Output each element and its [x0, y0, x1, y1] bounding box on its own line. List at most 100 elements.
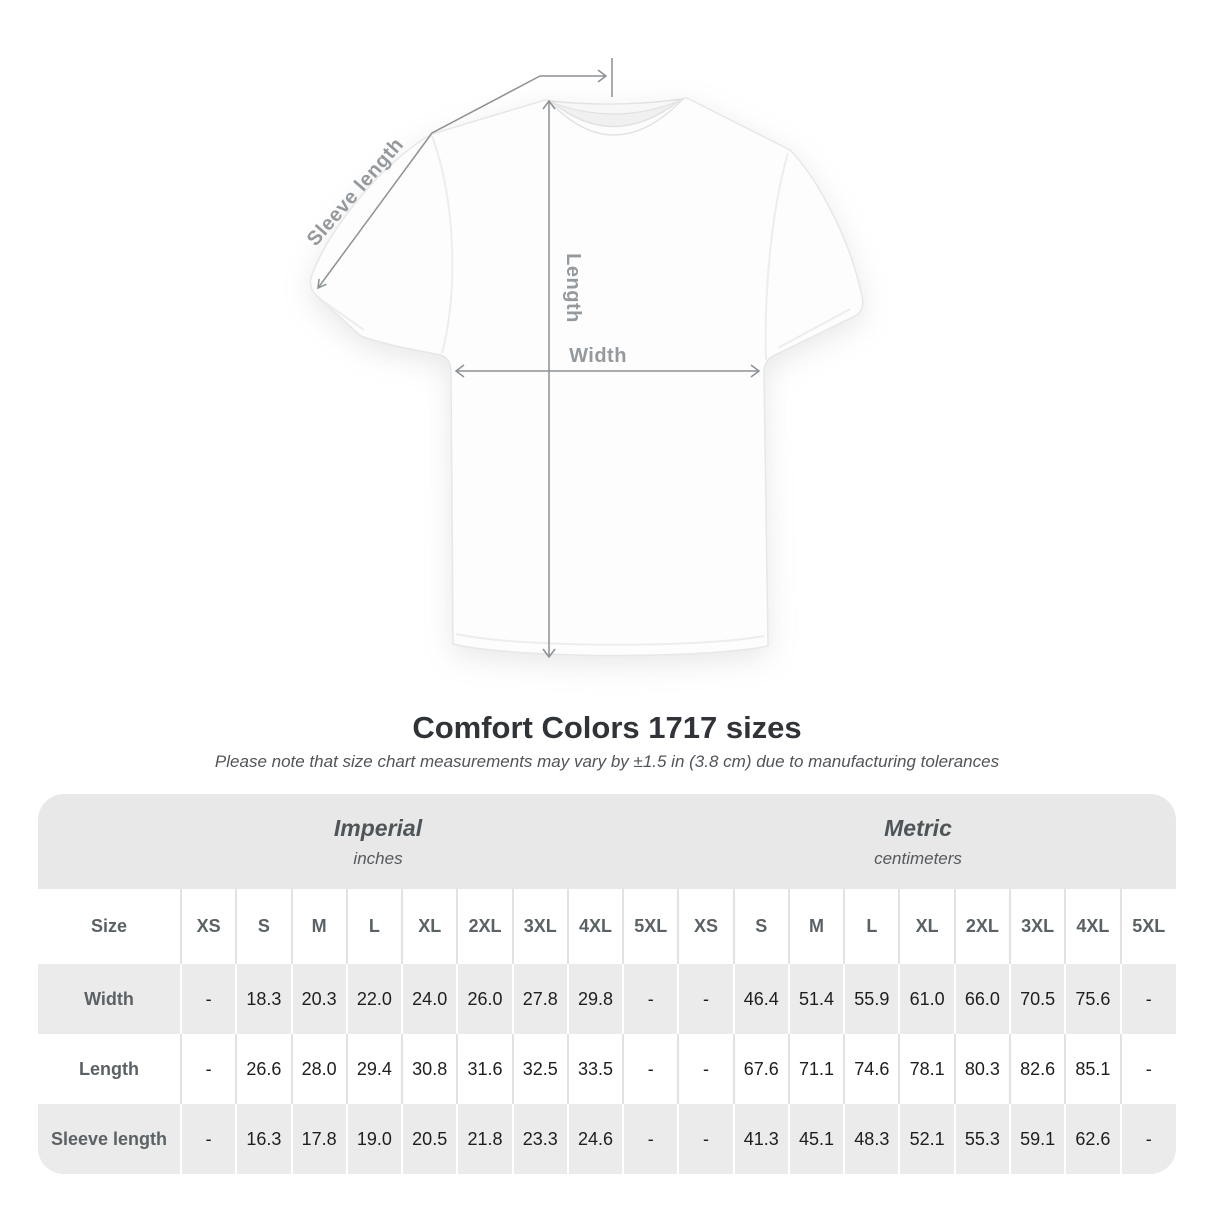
col-header: L — [345, 889, 403, 965]
value-cell: 32.5 — [511, 1034, 568, 1105]
tshirt-illustration — [309, 97, 864, 657]
value-cell: 26.0 — [456, 964, 513, 1035]
length-label: Length — [562, 253, 584, 323]
value-cell: 71.1 — [787, 1034, 845, 1105]
value-cell: 23.3 — [511, 1104, 568, 1175]
row-label: Length — [79, 1058, 139, 1079]
right-cuff-stitch — [777, 308, 851, 349]
value-cell: 41.3 — [732, 1104, 789, 1175]
value-cell: 33.5 — [566, 1034, 624, 1105]
value-cell: 20.3 — [290, 964, 347, 1035]
value-cell: 78.1 — [898, 1034, 955, 1105]
value-cell: - — [1119, 1034, 1176, 1105]
col-header: XS — [677, 889, 734, 965]
collar-outer-seam — [548, 98, 684, 136]
col-header: XL — [401, 889, 458, 965]
col-header: L — [843, 889, 900, 965]
value-cell: 19.0 — [345, 1104, 403, 1175]
width-label: Width — [569, 345, 627, 367]
value-cell: 62.6 — [1064, 1104, 1121, 1175]
value-cell: 74.6 — [843, 1034, 900, 1105]
col-header: 2XL — [456, 889, 513, 965]
value-cell: - — [677, 964, 734, 1035]
imperial-subtitle: inches — [353, 848, 403, 868]
value-cell: 85.1 — [1064, 1034, 1121, 1105]
back-collar-band — [547, 98, 685, 115]
value-cell: 17.8 — [290, 1104, 347, 1175]
table-row-sleeve-length: Sleeve length - 16.3 17.8 19.0 20.5 21.8… — [38, 1104, 1176, 1175]
value-cell: 20.5 — [401, 1104, 458, 1175]
row-label: Width — [84, 988, 134, 1009]
col-header: M — [290, 889, 347, 965]
table-row-length: Length - 26.6 28.0 29.4 30.8 31.6 32.5 3… — [38, 1034, 1176, 1105]
size-header-cell: Size — [90, 916, 128, 937]
imperial-header: Imperial inches — [334, 815, 422, 869]
left-cuff-stitch — [322, 300, 365, 331]
value-cell: - — [179, 1034, 237, 1105]
sleeve-length-measure-line — [317, 75, 541, 289]
col-header: S — [732, 889, 789, 965]
length-arrowhead-top — [542, 99, 556, 110]
value-cell: 26.6 — [235, 1034, 292, 1105]
value-cell: 24.0 — [401, 964, 458, 1035]
col-header: M — [787, 889, 845, 965]
right-armhole-seam — [764, 152, 789, 361]
table-row-width: Width - 18.3 20.3 22.0 24.0 26.0 27.8 29… — [38, 964, 1176, 1035]
value-cell: 46.4 — [732, 964, 789, 1035]
col-header: XS — [179, 889, 237, 965]
value-cell: 29.4 — [345, 1034, 403, 1105]
value-cell: - — [677, 1034, 734, 1105]
left-armhole-seam — [431, 135, 454, 354]
width-arrowhead-right — [750, 364, 761, 378]
col-header: 5XL — [622, 889, 679, 965]
col-header: 4XL — [566, 889, 624, 965]
value-cell: 16.3 — [235, 1104, 292, 1175]
col-header: 2XL — [953, 889, 1010, 965]
value-cell: 51.4 — [787, 964, 845, 1035]
value-cell: - — [179, 964, 237, 1035]
tshirt-size-svg: Sleeve length Length Width — [303, 58, 864, 659]
value-cell: 45.1 — [787, 1104, 845, 1175]
value-cell: - — [622, 1104, 679, 1175]
size-table: Size XS S M L XL 2XL 3XL 4XL 5XL XS S M … — [38, 889, 1176, 1175]
value-cell: 28.0 — [290, 1034, 347, 1105]
value-cell: - — [677, 1104, 734, 1175]
value-cell: 67.6 — [732, 1034, 789, 1105]
value-cell: 30.8 — [401, 1034, 458, 1105]
table-header-row: Size XS S M L XL 2XL 3XL 4XL 5XL XS S M … — [38, 889, 1176, 965]
value-cell: 27.8 — [511, 964, 568, 1035]
tolerance-note: Please note that size chart measurements… — [214, 752, 1000, 772]
value-cell: 52.1 — [898, 1104, 955, 1175]
value-cell: 21.8 — [456, 1104, 513, 1175]
col-header: XL — [898, 889, 955, 965]
value-cell: - — [1119, 964, 1176, 1035]
value-cell: 70.5 — [1008, 964, 1066, 1035]
value-cell: 55.3 — [953, 1104, 1010, 1175]
row-label: Sleeve length — [50, 1128, 168, 1149]
col-header: S — [235, 889, 292, 965]
col-header: 3XL — [1008, 889, 1066, 965]
metric-subtitle: centimeters — [874, 848, 962, 868]
col-header: 3XL — [511, 889, 568, 965]
width-arrowhead-left — [454, 364, 465, 378]
value-cell: 48.3 — [843, 1104, 900, 1175]
metric-title: Metric — [884, 814, 952, 841]
value-cell: 61.0 — [898, 964, 955, 1035]
value-cell: 82.6 — [1008, 1034, 1066, 1105]
value-cell: - — [179, 1104, 237, 1175]
value-cell: 22.0 — [345, 964, 403, 1035]
collar-opening-edge — [551, 99, 681, 128]
hem-stitch — [455, 633, 765, 646]
value-cell: 55.9 — [843, 964, 900, 1035]
value-cell: 24.6 — [566, 1104, 624, 1175]
value-cell: 31.6 — [456, 1034, 513, 1105]
imperial-title: Imperial — [333, 814, 423, 841]
value-cell: 66.0 — [953, 964, 1010, 1035]
page-title: Comfort Colors 1717 sizes — [412, 710, 802, 745]
tshirt-body — [309, 97, 864, 657]
value-cell: 29.8 — [566, 964, 624, 1035]
units-header: Imperial inches Metric centimeters — [38, 794, 1176, 889]
value-cell: 18.3 — [235, 964, 292, 1035]
metric-header: Metric centimeters — [874, 815, 962, 869]
